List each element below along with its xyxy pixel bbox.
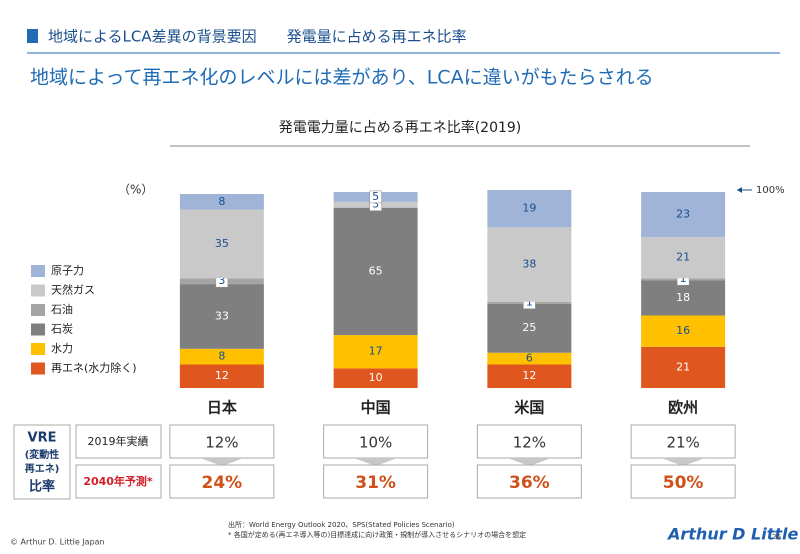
bar-segment (179, 364, 264, 388)
value-label: 65 (369, 264, 383, 277)
annotation: 100% (756, 185, 785, 196)
bar-segment (487, 364, 572, 388)
cell-value: 24% (202, 473, 243, 493)
value-label: 38 (522, 258, 536, 271)
table-header-box (13, 424, 71, 500)
table-header: 比率 (29, 479, 55, 495)
bar-segment (487, 190, 572, 228)
logo: Arthur D Little (666, 525, 798, 544)
legend-label: 原子力 (51, 264, 84, 277)
value-label: 8 (218, 195, 225, 208)
table-header: VRE (28, 431, 57, 446)
value-label: 8 (218, 350, 225, 363)
legend-label: 石炭 (51, 323, 73, 336)
value-label: 6 (526, 352, 533, 365)
bar-segment (333, 368, 418, 388)
value-label: 19 (522, 202, 536, 215)
value-label: 23 (676, 208, 690, 221)
value-label: 5 (372, 190, 379, 203)
value-label: 33 (215, 309, 229, 322)
page-number: 26 (772, 533, 781, 541)
cell-box (476, 464, 582, 499)
legend-label: 石油 (51, 302, 73, 316)
value-label: 18 (676, 291, 690, 304)
legend-swatch (31, 284, 45, 297)
table-header: 再エネ) (25, 463, 60, 475)
header-title: 地域によるLCA差異の背景要因 発電量に占める再エネ比率 (48, 28, 467, 46)
cell-box (630, 464, 736, 499)
legend-swatch (31, 362, 45, 375)
bar-segment (179, 209, 264, 279)
header-mark (27, 29, 38, 43)
legend-swatch (31, 265, 45, 277)
bar-segment (333, 207, 418, 336)
y-label: （%） (118, 183, 153, 197)
bar-segment (641, 346, 726, 388)
bar-segment (641, 237, 726, 279)
cell-arrow (507, 458, 552, 466)
cell-arrow (353, 458, 398, 466)
legend-swatch (31, 304, 45, 316)
bar-segment (179, 348, 264, 365)
value-label: 1 (680, 272, 687, 285)
note: * 各国が定める(再エネ導入等の)目標達成に向け政策・規制が導入させるシナリオの… (228, 530, 526, 539)
cell-arrow (199, 458, 244, 466)
x-tick-label: 日本 (207, 399, 237, 417)
legend-label: 再エネ(水力除く) (51, 361, 137, 375)
cell-value: 31% (355, 473, 396, 493)
value-label: 25 (522, 321, 536, 334)
x-tick-label: 米国 (514, 399, 544, 417)
cell-value: 12% (513, 434, 546, 452)
row-label: 2019年実績 (88, 434, 149, 448)
value-label: 21 (676, 251, 690, 264)
value-label: 10 (369, 371, 383, 384)
cell-box (169, 464, 275, 499)
value-label: 1 (526, 296, 533, 309)
legend-label: 天然ガス (51, 283, 95, 297)
value-label: 17 (369, 345, 383, 358)
subtitle: 地域によって再エネ化のレベルには差があり、LCAに違いがもたらされる (30, 67, 654, 89)
value-label-box (369, 190, 382, 204)
cell-box (630, 424, 736, 459)
bar-segment (641, 315, 726, 347)
chart-title: 発電電力量に占める再エネ比率(2019) (279, 119, 522, 136)
cell-arrow (661, 458, 706, 466)
bar-segment (179, 284, 264, 349)
row-label-box (75, 424, 162, 459)
source: 出所：World Energy Outlook 2020、SPS(Stated … (228, 520, 455, 529)
cell-box (323, 464, 429, 499)
bar-segment (333, 335, 418, 369)
row-label: 2040年予測* (83, 474, 153, 488)
bar-segment (487, 303, 572, 353)
value-label: 21 (676, 360, 690, 373)
cell-value: 12% (205, 434, 238, 452)
legend-swatch (31, 343, 45, 355)
table-header: (変動性 (25, 448, 60, 461)
annotation-arrowhead (737, 187, 742, 193)
value-label: 3 (372, 198, 379, 211)
cell-value: 21% (666, 434, 699, 452)
value-label: 12 (522, 369, 536, 382)
value-label: 35 (215, 237, 229, 250)
copyright: © Arthur D. Little Japan (10, 538, 105, 547)
legend-swatch (31, 323, 45, 336)
cell-box (323, 424, 429, 459)
bar-segment (641, 280, 726, 316)
x-tick-label: 欧州 (668, 399, 698, 417)
cell-value: 36% (509, 473, 550, 493)
cell-value: 50% (663, 473, 704, 493)
value-label: 16 (676, 324, 690, 337)
legend-label: 水力 (51, 342, 73, 355)
bar-segment (179, 193, 264, 210)
bar-segment (487, 227, 572, 302)
value-label: 3 (218, 274, 225, 287)
cell-value: 10% (359, 434, 392, 452)
x-tick-label: 中国 (361, 399, 391, 417)
value-label: 12 (215, 369, 229, 382)
bar-segment (641, 192, 726, 238)
bar-segment (487, 352, 572, 365)
row-label-box (75, 464, 162, 499)
